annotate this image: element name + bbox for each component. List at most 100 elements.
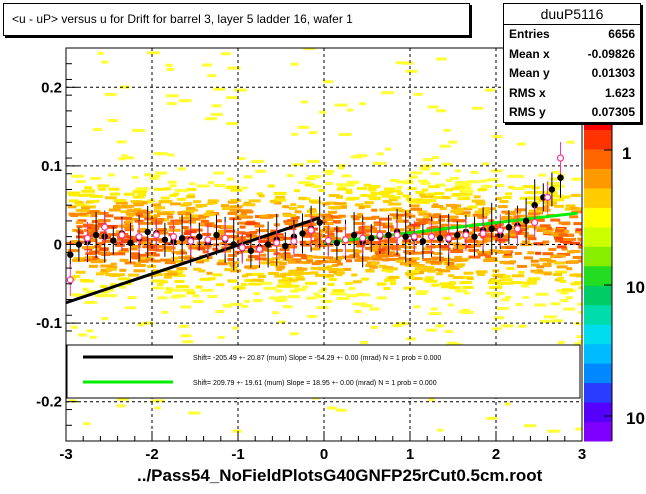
heat-cell [328, 270, 337, 274]
heat-cell [106, 294, 118, 298]
heat-cell [326, 201, 337, 205]
heat-cell [71, 240, 82, 244]
heat-cell [416, 200, 430, 204]
heat-cell [274, 274, 287, 278]
heat-cell [553, 261, 565, 265]
heat-cell [344, 282, 353, 285]
heat-cell [495, 184, 504, 187]
heat-cell [292, 258, 302, 262]
heat-cell [349, 236, 357, 240]
heat-cell [452, 192, 460, 196]
heat-cell [72, 258, 85, 262]
heat-cell [405, 197, 412, 201]
heat-cell [565, 204, 576, 208]
heat-cell [376, 296, 387, 300]
heat-cell [422, 188, 428, 192]
heat-cell [501, 235, 509, 239]
heat-cell [204, 117, 217, 121]
profile-pink-point [101, 223, 109, 231]
heat-cell [234, 88, 247, 92]
heat-cell [435, 196, 447, 199]
heat-cell [356, 186, 367, 190]
heat-cell [563, 307, 576, 311]
x-tick-label: 2 [492, 446, 500, 463]
heat-cell [183, 202, 193, 206]
grid-lines [66, 48, 582, 441]
heat-cell [282, 277, 293, 280]
profile-black-point [230, 241, 237, 248]
heat-cell [75, 203, 86, 207]
heat-cell [221, 204, 229, 208]
heat-cell [179, 216, 189, 220]
heat-cell [455, 169, 461, 173]
heat-cell [570, 241, 581, 245]
heat-cell [290, 216, 300, 220]
heat-cell [182, 226, 189, 230]
heat-cell [255, 229, 269, 233]
heat-cell [556, 289, 566, 293]
heat-cell [68, 193, 79, 197]
heat-cell [76, 235, 87, 239]
heat-cell [532, 218, 545, 222]
heat-cell [391, 245, 405, 248]
heat-cell [124, 223, 131, 227]
heat-cell [216, 262, 228, 266]
stats-name: duuP5116 [504, 4, 640, 25]
heat-cell [275, 289, 283, 293]
heat-cell [310, 216, 319, 220]
heat-cell [174, 259, 182, 263]
heat-cell [104, 252, 118, 256]
palette-cell [584, 129, 612, 150]
heat-cell [276, 266, 285, 270]
heat-cell [234, 250, 243, 254]
heat-cell [325, 230, 334, 234]
heat-cell [406, 214, 416, 218]
profile-black-point [531, 202, 538, 209]
heat-cell [315, 255, 326, 259]
heat-cell [327, 406, 338, 410]
heat-cell [335, 229, 343, 233]
heat-cell [235, 214, 248, 218]
heat-cell [176, 267, 188, 271]
heat-cell [485, 254, 492, 258]
heat-cell [245, 258, 253, 262]
heat-cell [406, 337, 416, 341]
heat-cell [489, 249, 497, 253]
heat-cell [202, 232, 212, 236]
heat-cell [183, 220, 194, 224]
heat-cell [519, 196, 531, 200]
heat-cell [221, 225, 234, 229]
heat-cell [283, 214, 297, 217]
heat-cell [345, 183, 355, 187]
heat-cell [301, 256, 308, 260]
heat-cell [269, 261, 278, 265]
heat-cell [203, 213, 216, 217]
heat-cell [90, 176, 102, 180]
heat-cell [463, 271, 474, 275]
heat-cell [428, 221, 442, 225]
heat-cell [327, 283, 335, 286]
heat-cell [311, 184, 322, 188]
heat-cell [179, 324, 189, 328]
heat-cell [523, 234, 535, 238]
heat-cell [561, 288, 573, 292]
heat-cell [456, 246, 466, 250]
heat-cell [495, 197, 502, 200]
heat-cell [106, 288, 114, 292]
heat-cell [506, 266, 515, 270]
heat-cell [289, 332, 299, 336]
x-tick-label: 3 [578, 446, 586, 463]
heat-cell [369, 307, 380, 311]
heat-cell [410, 207, 423, 211]
heat-cell [227, 258, 234, 261]
heat-cell [137, 259, 149, 263]
heat-cell [328, 259, 335, 263]
heat-cell [376, 282, 387, 286]
heat-cell [218, 259, 227, 263]
heat-cell [121, 240, 131, 244]
heat-cell [455, 264, 464, 268]
heat-cell [564, 195, 571, 199]
heat-cell [423, 278, 433, 282]
heat-cell [208, 181, 214, 185]
heat-cell [272, 311, 280, 315]
